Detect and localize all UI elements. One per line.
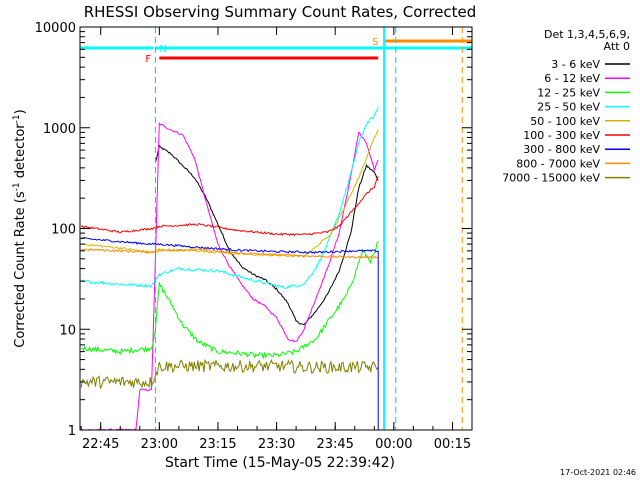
series-line-3 [81, 107, 379, 289]
series-line-4 [81, 129, 379, 258]
series-line-8 [80, 358, 379, 390]
flag-label-f: F [145, 54, 151, 65]
legend-label-1: 6 - 12 keV [544, 72, 600, 85]
y-tick-label-0: 1 [68, 424, 76, 439]
y-axis-label: Corrected Count Rate (s-1 detector-1) [12, 109, 28, 347]
x-tick-label-0: 22:45 [82, 437, 119, 452]
x-tick-label-6: 00:15 [434, 437, 471, 452]
y-label-part: Corrected Count Rate (s [13, 191, 28, 348]
x-tick-label-1: 23:00 [141, 437, 178, 452]
y-tick-label-4: 10000 [35, 21, 76, 36]
y-label-part: ) [13, 109, 28, 114]
y-label-part: detector [13, 123, 28, 183]
legend-label-8: 7000 - 15000 keV [502, 172, 600, 185]
chart-title: RHESSI Observing Summary Count Rates, Co… [84, 3, 477, 21]
y-tick-label-2: 100 [51, 223, 76, 238]
legend-label-0: 3 - 6 keV [551, 58, 600, 71]
legend-title-1: Att 0 [604, 40, 630, 53]
legend-label-2: 12 - 25 keV [537, 86, 600, 99]
series-line-1 [81, 121, 379, 431]
legend-label-4: 50 - 100 keV [530, 115, 600, 128]
timestamp: 17-Oct-2021 02:46 [560, 468, 636, 477]
y-label-part: -1 [12, 114, 22, 123]
x-axis: 22:45 23:00 23:15 23:30 23:45 00:00 00:15 [80, 27, 471, 452]
legend-label-5: 100 - 300 keV [523, 129, 600, 142]
legend-label-7: 800 - 7000 keV [516, 157, 600, 170]
y-tick-label-3: 1000 [43, 122, 76, 137]
legend-title-0: Det 1,3,4,5,6,9, [544, 28, 630, 41]
legend-label-3: 25 - 50 keV [537, 101, 600, 114]
x-tick-label-3: 23:30 [258, 437, 295, 452]
y-label-part: -1 [12, 182, 22, 191]
plot-frame [79, 26, 473, 431]
x-tick-label-4: 23:45 [316, 437, 353, 452]
flag-bars: NF S [80, 37, 472, 65]
series-line-6 [80, 237, 379, 254]
series-line-5 [80, 176, 379, 237]
series-line-7 [81, 247, 379, 259]
y-axis: 1 10 100 1000 10000 [35, 21, 472, 439]
x-tick-label-5: 00:00 [375, 437, 412, 452]
x-tick-label-2: 23:15 [199, 437, 236, 452]
flag-label-n: N [159, 44, 166, 55]
legend-label-6: 300 - 800 keV [523, 143, 600, 156]
y-tick-label-1: 10 [59, 323, 76, 338]
x-axis-label: Start Time (15-May-05 22:39:42) [165, 455, 395, 471]
series-lines [80, 107, 379, 431]
flag-label-s: S [372, 37, 378, 48]
series-line-2 [80, 240, 379, 360]
time-guides [154, 27, 463, 430]
